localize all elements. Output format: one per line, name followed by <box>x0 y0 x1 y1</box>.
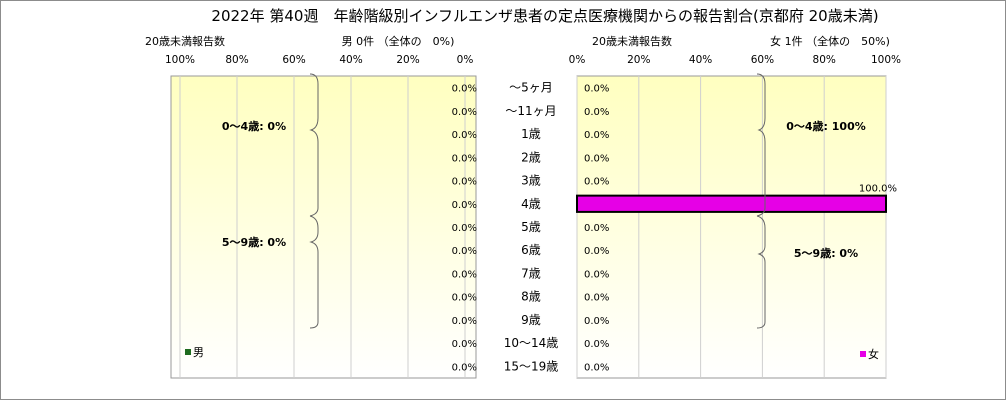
female-brace-5-9 <box>756 215 766 329</box>
female-value-label: 0.0% <box>584 293 609 304</box>
male-header: 男 0件 （全体の 0%) <box>342 34 455 48</box>
female-value-label: 0.0% <box>584 153 609 164</box>
female-value-label: 0.0% <box>584 246 609 257</box>
female-bars <box>576 194 887 213</box>
male-x-tick: 20% <box>396 54 419 66</box>
age-label: ～5ヶ月 <box>509 81 553 95</box>
male-x-tick: 60% <box>282 54 305 66</box>
female-plot-area <box>576 75 887 379</box>
female-count-label: 20歳未満報告数 <box>592 35 672 48</box>
age-label: 2歳 <box>521 150 541 164</box>
age-label: 7歳 <box>521 266 541 280</box>
female-legend-label: 女 <box>868 347 879 361</box>
age-label: 9歳 <box>521 313 541 327</box>
female-value-label: 0.0% <box>584 107 609 118</box>
female-legend-swatch <box>860 351 866 357</box>
female-axis-ticks: 0% 20% 40% 60% 80% 100% <box>569 54 901 66</box>
male-value-label: 0.0% <box>452 223 477 234</box>
male-value-label: 0.0% <box>452 153 477 164</box>
male-panel: 100% 80% 60% 40% 20% 0% 0.0%0.0%0.0%0.0%0.0%0… <box>165 54 477 379</box>
male-axis-ticks: 100% 80% 60% 40% 20% 0% <box>165 54 473 66</box>
female-brace-0-4 <box>756 73 766 217</box>
female-x-tick: 40% <box>689 54 712 66</box>
female-value-label: 0.0% <box>584 223 609 234</box>
age-label: 1歳 <box>521 127 541 141</box>
age-label: 5歳 <box>521 220 541 234</box>
female-value-label: 0.0% <box>584 316 609 327</box>
female-x-tick: 0% <box>569 54 586 66</box>
female-x-tick: 80% <box>813 54 836 66</box>
female-x-tick: 20% <box>627 54 650 66</box>
female-header: 女 1件 （全体の 50%) <box>770 34 890 48</box>
male-group-0-4: 0～4歳: 0% <box>222 119 286 133</box>
male-value-label: 0.0% <box>452 246 477 257</box>
male-x-tick: 40% <box>339 54 362 66</box>
male-x-tick: 80% <box>225 54 248 66</box>
female-bar <box>576 194 887 213</box>
female-group-0-4: 0～4歳: 100% <box>786 119 866 133</box>
male-brace-0-4 <box>309 73 319 217</box>
male-value-label: 0.0% <box>452 84 477 95</box>
age-label: ～11ヶ月 <box>505 104 556 118</box>
male-value-label: 0.0% <box>452 107 477 118</box>
age-label: 10～14歳 <box>504 336 559 350</box>
male-x-tick: 100% <box>165 54 195 66</box>
male-plot-area <box>170 75 477 379</box>
female-group-5-9: 5～9歳: 0% <box>794 246 858 260</box>
female-value-label: 0.0% <box>584 362 609 373</box>
female-value-label: 0.0% <box>584 269 609 280</box>
female-value-label: 0.0% <box>584 130 609 141</box>
male-value-label: 0.0% <box>452 200 477 211</box>
male-value-label: 0.0% <box>452 269 477 280</box>
chart-title: 2022年 第40週 年齢階級別インフルエンザ患者の定点医療機関からの報告割合(… <box>211 7 878 25</box>
male-count-label: 20歳未満報告数 <box>145 35 225 48</box>
male-brace-5-9 <box>309 215 319 329</box>
male-value-label: 0.0% <box>452 177 477 188</box>
male-value-label: 0.0% <box>452 293 477 304</box>
male-value-label: 0.0% <box>452 339 477 350</box>
age-label: 15～19歳 <box>504 359 559 373</box>
age-label: 3歳 <box>521 174 541 188</box>
male-value-label: 0.0% <box>452 362 477 373</box>
male-value-label: 0.0% <box>452 130 477 141</box>
male-x-tick: 0% <box>457 54 474 66</box>
male-group-5-9: 5～9歳: 0% <box>222 235 286 249</box>
male-gridlines <box>179 76 466 378</box>
female-x-tick: 100% <box>871 54 901 66</box>
age-label: 6歳 <box>521 243 541 257</box>
female-gridlines <box>576 76 887 378</box>
female-value-label: 0.0% <box>584 339 609 350</box>
male-value-labels: 0.0% 0.0% 0.0% 0.0% 0.0% 0.0% 0.0% 0.0% 0.0% 0.0%… <box>452 84 477 374</box>
female-panel: 0% 20% 40% 60% 80% 100% 0.0% 0.0% 0.0% 0.0% 0.0% 1… <box>569 54 901 379</box>
female-x-tick: 60% <box>751 54 774 66</box>
age-category-labels: ～5ヶ月 ～11ヶ月 1歳 2歳 3歳 4歳 5歳 6歳 7歳 8歳 9歳 10～14歳 15～19歳 <box>504 81 559 374</box>
age-label: 8歳 <box>521 290 541 304</box>
male-legend-label: 男 <box>193 346 204 359</box>
age-label: 4歳 <box>521 197 541 211</box>
female-value-labels: 0.0% 0.0% 0.0% 0.0% 0.0% 100.0% 0.0% 0.0% 0.0% 0.… <box>584 84 897 374</box>
male-value-label: 0.0% <box>452 316 477 327</box>
female-value-label: 100.0% <box>859 184 897 195</box>
female-value-label: 0.0% <box>584 177 609 188</box>
male-legend-swatch <box>185 349 191 355</box>
female-value-label: 0.0% <box>584 84 609 95</box>
